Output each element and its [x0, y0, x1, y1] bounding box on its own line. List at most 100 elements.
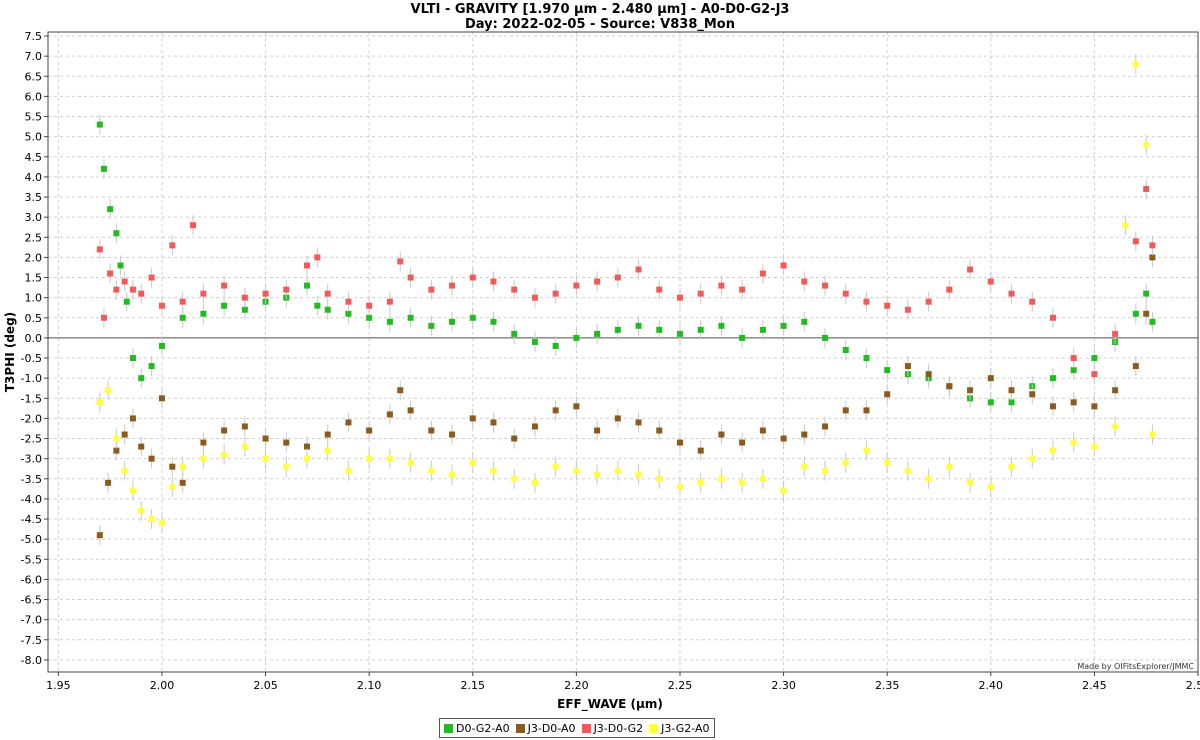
data-point — [822, 467, 829, 474]
y-axis-ticks: 7.5 7.0 6.5 6.0 5.5 5.0 4.5 4.0 3.5 3.0 2.5 2.0 1.5 1… — [21, 30, 48, 667]
data-point — [366, 455, 373, 462]
data-point — [594, 330, 601, 337]
data-point — [863, 407, 870, 414]
data-point — [169, 242, 176, 249]
data-point — [987, 483, 994, 490]
legend-label: D0-G2-A0 — [456, 721, 510, 735]
data-point — [1112, 387, 1119, 394]
data-point — [324, 447, 331, 454]
y-tick-label: -5.0 — [21, 533, 42, 546]
data-point — [904, 467, 911, 474]
x-tick-label: 2.40 — [979, 679, 1004, 692]
data-point — [531, 294, 538, 301]
data-point — [718, 475, 725, 482]
x-axis-ticks: 1.95 2.00 2.05 2.10 2.15 2.20 2.25 2.30 2.35 2.40… — [46, 672, 1200, 692]
data-point — [1091, 355, 1098, 362]
data-point — [635, 419, 642, 426]
data-point — [366, 314, 373, 321]
x-tick-label: 2.35 — [875, 679, 900, 692]
legend-item: J3-G2-A0 — [649, 721, 710, 735]
x-tick-label: 2.20 — [564, 679, 589, 692]
grid — [48, 32, 1199, 672]
data-point — [884, 367, 891, 374]
data-point — [635, 266, 642, 273]
data-point — [1049, 314, 1056, 321]
chart-subtitle: Day: 2022-02-05 - Source: V838_Mon — [465, 17, 735, 32]
data-point — [656, 475, 663, 482]
data-point — [573, 467, 580, 474]
data-point — [148, 455, 155, 462]
data-point — [345, 467, 352, 474]
data-point — [656, 286, 663, 293]
chart-title: VLTI - GRAVITY [1.970 µm - 2.480 µm] - A… — [411, 2, 790, 17]
data-point — [801, 431, 808, 438]
data-point — [148, 516, 155, 523]
data-point — [105, 387, 112, 394]
data-point — [1143, 141, 1150, 148]
y-tick-label: 4.5 — [25, 151, 43, 164]
data-point — [780, 322, 787, 329]
data-point — [904, 306, 911, 313]
data-point — [946, 286, 953, 293]
y-tick-label: 3.0 — [25, 211, 43, 224]
data-point — [1149, 242, 1156, 249]
x-tick-label: 2.00 — [150, 679, 175, 692]
data-point — [113, 447, 120, 454]
data-point — [697, 479, 704, 486]
y-tick-label: 1.5 — [25, 272, 43, 285]
data-point — [1008, 290, 1015, 297]
data-point — [113, 286, 120, 293]
legend-label: J3-G2-A0 — [661, 721, 710, 735]
data-point — [449, 282, 456, 289]
data-point — [241, 306, 248, 313]
data-point — [407, 407, 414, 414]
data-point — [511, 435, 518, 442]
data-point — [428, 322, 435, 329]
data-point — [200, 290, 207, 297]
data-point — [1008, 463, 1015, 470]
data-point — [1143, 310, 1150, 317]
x-tick-label: 2.15 — [461, 679, 486, 692]
data-point — [656, 427, 663, 434]
data-point — [138, 443, 145, 450]
data-point — [718, 431, 725, 438]
y-tick-label: -0.5 — [21, 352, 42, 365]
y-tick-label: -4.0 — [21, 493, 42, 506]
data-point — [179, 479, 186, 486]
x-tick-label: 2.45 — [1082, 679, 1107, 692]
data-point — [200, 310, 207, 317]
data-point — [366, 427, 373, 434]
data-point — [1091, 443, 1098, 450]
legend-swatch — [581, 723, 591, 733]
data-point — [169, 483, 176, 490]
y-tick-label: -7.5 — [21, 634, 42, 647]
data-point — [1049, 403, 1056, 410]
data-point — [241, 443, 248, 450]
series-J3-D0-A0 — [96, 247, 1156, 546]
data-point — [552, 407, 559, 414]
data-point — [594, 427, 601, 434]
data-point — [511, 475, 518, 482]
data-point — [656, 326, 663, 333]
data-point — [100, 165, 107, 172]
data-point — [1029, 391, 1036, 398]
y-tick-label: 2.0 — [25, 251, 43, 264]
data-point — [469, 415, 476, 422]
x-tick-label: 2.25 — [668, 679, 693, 692]
data-point — [842, 407, 849, 414]
data-point — [1132, 310, 1139, 317]
data-point — [1149, 318, 1156, 325]
data-point — [107, 206, 114, 213]
data-point — [148, 363, 155, 370]
plot-frame — [47, 31, 1199, 673]
data-point — [490, 278, 497, 285]
data-point — [863, 298, 870, 305]
data-point — [1008, 387, 1015, 394]
data-point — [121, 431, 128, 438]
data-point — [397, 258, 404, 265]
x-tick-label: 1.95 — [46, 679, 71, 692]
data-point — [531, 338, 538, 345]
data-point — [1132, 61, 1139, 68]
data-point — [759, 475, 766, 482]
data-point — [780, 435, 787, 442]
